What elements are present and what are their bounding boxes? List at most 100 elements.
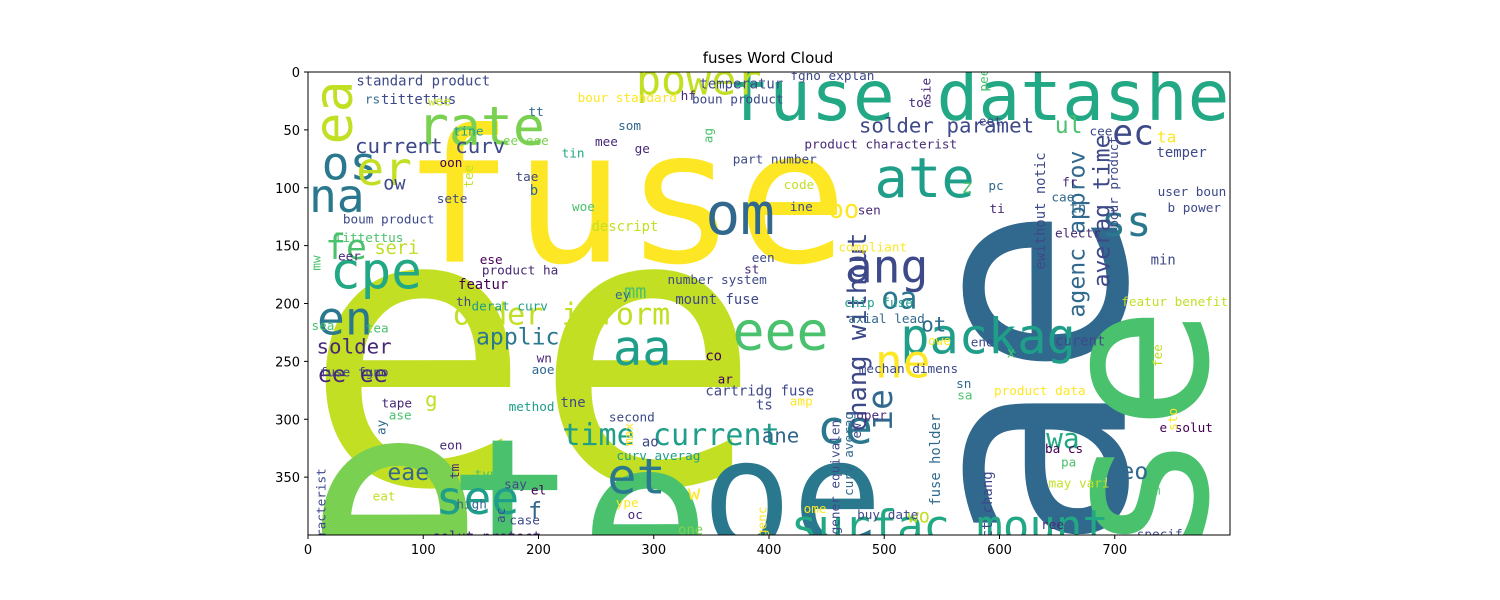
word-se: se [1014, 305, 1256, 556]
word-ow: ow [383, 173, 406, 194]
word-ca: ca [619, 591, 636, 600]
word-cae: cae [1051, 190, 1074, 205]
word-p: p [782, 573, 790, 589]
x-tick-label: 0 [304, 543, 312, 558]
word-axial-lead: axial lead [848, 311, 924, 326]
word-eon: eon [439, 437, 462, 452]
y-tick-label: 100 [275, 182, 300, 197]
word-tae: tae [516, 169, 539, 184]
word-ra: ra [441, 572, 456, 587]
x-tick-label: 100 [411, 543, 436, 558]
word-eer: eer [338, 249, 361, 264]
word-ape: ape [820, 581, 835, 600]
y-tick-label: 0 [292, 66, 300, 81]
word-solder: solder [317, 334, 392, 358]
word-tittettus: tittettus [381, 92, 456, 108]
word-amper: amper [370, 564, 409, 579]
word-tm: tm [447, 463, 462, 479]
word-x: x [1007, 345, 1015, 361]
word-bour-product: bour product [1106, 136, 1121, 228]
word-tt: tt [529, 104, 544, 119]
word-time-current: time current [562, 418, 779, 453]
word-tne: tne [561, 395, 586, 411]
word-ec: ec [1112, 114, 1154, 154]
y-tick-label: 50 [283, 124, 300, 139]
word-rs: rs [365, 91, 380, 106]
x-tick-label: 200 [526, 543, 551, 558]
word-rate-order: rate order [877, 564, 954, 579]
word-ase: ase [389, 407, 412, 422]
x-tick-label: 300 [641, 543, 666, 558]
word-littettus: littettus [335, 230, 404, 245]
x-tick-label: 400 [757, 543, 782, 558]
word-typic: typic [474, 466, 512, 481]
word-tn: tn [1070, 201, 1087, 217]
word-boun-product: boun product [692, 91, 784, 106]
word-sea: sea [312, 318, 335, 333]
word-compliant: compliant [838, 239, 907, 254]
word-spetatin-subject: spetatin subject [422, 588, 544, 600]
word-th: th [456, 294, 471, 309]
word-ome: ome [804, 501, 827, 516]
word-owe: owe [928, 333, 951, 348]
word-min: min [1151, 253, 1176, 269]
word-ee-ee: ee ee [318, 362, 388, 388]
word-temper: temper [1157, 145, 1207, 161]
word-en: en [317, 292, 373, 346]
word-ta: ta [1157, 127, 1177, 146]
y-axis: 0 50 100 150 200 250 300 350 [275, 66, 308, 486]
x-tick-label: 500 [872, 543, 897, 558]
word-curv-averag: curv averag [616, 448, 700, 463]
word-fuse: fuse [402, 90, 848, 306]
word-ate: ate [874, 146, 974, 211]
word-ts: ts [756, 397, 773, 413]
word-ot: ot [921, 312, 946, 336]
word-second: second [609, 410, 655, 425]
word-z: z [962, 177, 973, 198]
word-high: high [456, 496, 487, 511]
word-ba-cs: ba cs [1045, 441, 1083, 456]
word-pa: pa [1061, 455, 1076, 470]
word-curv-averag: curv averag [841, 412, 856, 496]
word-number-system: number system [667, 272, 767, 287]
word-ac: ac [493, 508, 508, 523]
word-subject-chang: subject chang [980, 471, 996, 580]
word-eet: eet [979, 113, 1002, 128]
word-wn: wn [537, 351, 552, 366]
word-wee: wee [428, 94, 451, 109]
word-averag-time: averag time [1090, 134, 1116, 287]
word-featur-benefit: featur benefit [1121, 294, 1228, 309]
word-sn: sn [956, 376, 971, 391]
word-ae: ae [857, 205, 1194, 553]
word-sete: sete [437, 191, 468, 206]
word-max: max [621, 422, 636, 445]
word-ew: ew [849, 423, 864, 439]
word-product-data: product data [994, 383, 1086, 398]
word-fee: fee [1150, 344, 1165, 367]
word-featur: featur [458, 277, 508, 293]
word-ree: ree [1041, 517, 1064, 532]
word-ay: ay [373, 419, 388, 435]
word-rate: rate [417, 96, 545, 158]
word-boum-product: boum product [343, 212, 435, 227]
y-tick-label: 350 [275, 471, 300, 486]
word-fuse-datasheet: fuse datasheet [727, 56, 1313, 137]
word-mount-fuse: mount fuse [675, 292, 759, 308]
word-bour-standard: bour standard [578, 90, 677, 105]
word-power: power [636, 56, 762, 105]
word-e: e [304, 332, 485, 600]
word-sto: sto [1165, 408, 1180, 431]
word-ace: ace [1072, 593, 1087, 600]
word-sa: sa [957, 388, 972, 403]
word-ee: ee [303, 129, 763, 574]
word-ee-eee: ee eee [503, 133, 549, 148]
word-ine: ine [790, 199, 813, 214]
word-chip-fuse: chip fuse [844, 295, 913, 310]
word-ss: ss [1101, 197, 1151, 246]
y-tick-label: 300 [275, 413, 300, 428]
word-oper: oper [856, 407, 887, 422]
word-ane: ane [762, 424, 800, 448]
word-b: b [530, 183, 538, 199]
